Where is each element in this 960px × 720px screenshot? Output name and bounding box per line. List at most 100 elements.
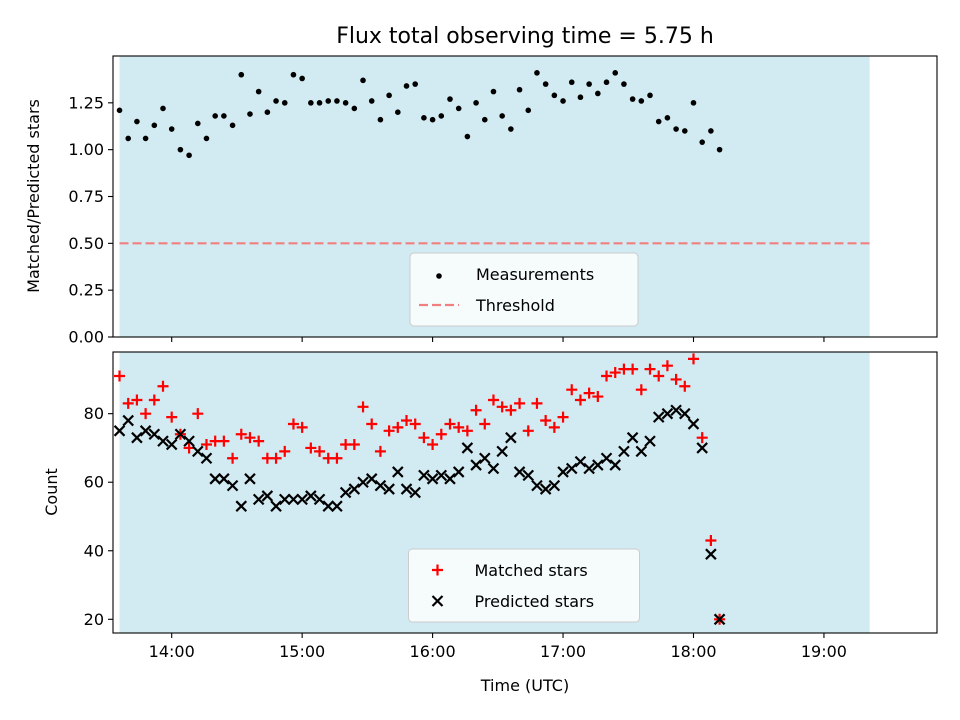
matched-star-point bbox=[148, 394, 160, 406]
predicted-star-point bbox=[426, 473, 439, 485]
predicted-star-point bbox=[496, 445, 508, 458]
measurement-point bbox=[290, 71, 297, 78]
predicted-star-point bbox=[313, 493, 326, 506]
measurement-point bbox=[125, 135, 132, 142]
predicted-star-point bbox=[226, 479, 239, 492]
matched-star-point bbox=[235, 428, 247, 440]
legend-entry-label: Predicted stars bbox=[475, 592, 595, 611]
measurement-point bbox=[212, 113, 218, 119]
measurement-point bbox=[473, 100, 479, 106]
predicted-star-point bbox=[235, 500, 248, 512]
predicted-star-point bbox=[557, 466, 569, 478]
measurement-point bbox=[308, 100, 314, 106]
matched-star-point bbox=[314, 445, 326, 457]
predicted-star-point bbox=[278, 493, 291, 506]
matched-star-point bbox=[461, 425, 473, 437]
measurement-point bbox=[464, 133, 471, 140]
measurement-point bbox=[395, 109, 401, 115]
measurement-point bbox=[499, 113, 505, 119]
measurement-point bbox=[612, 70, 619, 76]
matched-star-point bbox=[270, 452, 282, 464]
measurement-point bbox=[281, 100, 288, 106]
matched-star-point bbox=[409, 418, 421, 430]
top-y-tick-label: 0.50 bbox=[68, 234, 104, 253]
measurement-point bbox=[316, 100, 323, 106]
measurement-point bbox=[429, 116, 436, 123]
measurement-point bbox=[334, 98, 340, 104]
series-matched-stars bbox=[114, 353, 726, 625]
matched-star-point bbox=[522, 425, 534, 437]
matched-star-point bbox=[644, 363, 656, 375]
matched-star-point bbox=[566, 384, 578, 396]
matched-star-point bbox=[470, 404, 482, 416]
matched-star-point bbox=[627, 363, 639, 375]
measurement-point bbox=[116, 107, 123, 114]
measurement-point bbox=[203, 135, 210, 142]
predicted-star-point bbox=[244, 473, 256, 485]
top-y-tick-label: 0.75 bbox=[68, 187, 104, 206]
measurement-point bbox=[412, 81, 419, 87]
measurement-point bbox=[586, 81, 592, 87]
predicted-star-point bbox=[565, 462, 578, 475]
matched-star-point bbox=[305, 442, 317, 454]
predicted-star-point bbox=[252, 493, 265, 506]
x-tick-label: 16:00 bbox=[410, 642, 456, 661]
predicted-star-point bbox=[139, 425, 152, 437]
matched-star-point bbox=[696, 432, 708, 444]
measurement-point bbox=[177, 146, 184, 153]
predicted-star-point bbox=[487, 462, 500, 475]
x-tick-label: 14:00 bbox=[149, 642, 195, 661]
bottom-y-tick-label: 20 bbox=[84, 610, 104, 629]
measurement-point bbox=[151, 122, 158, 129]
top-y-tick-label: 1.00 bbox=[68, 140, 104, 159]
bottom-plot-frame bbox=[112, 351, 938, 634]
matched-star-point bbox=[679, 380, 691, 392]
matched-star-point bbox=[444, 418, 456, 430]
matched-star-point bbox=[496, 401, 508, 413]
measurement-point bbox=[534, 70, 540, 76]
measurement-point bbox=[603, 79, 610, 86]
bottom-y-axis-label: Count bbox=[42, 468, 61, 516]
matched-star-point bbox=[114, 370, 126, 382]
predicted-star-point bbox=[383, 483, 395, 495]
matched-star-point bbox=[183, 442, 195, 454]
matched-star-point bbox=[661, 360, 673, 372]
predicted-star-point bbox=[661, 407, 674, 420]
matched-star-point bbox=[531, 397, 543, 409]
matched-star-point bbox=[705, 534, 717, 546]
measurement-point bbox=[299, 75, 305, 82]
predicted-star-point bbox=[644, 435, 656, 447]
measurement-point bbox=[490, 88, 497, 95]
predicted-star-point bbox=[174, 428, 187, 441]
top-y-tick-label: 0.00 bbox=[68, 328, 104, 347]
measurement-point bbox=[351, 105, 358, 112]
matched-star-point bbox=[122, 397, 134, 409]
top-legend: Measurements Threshold bbox=[409, 252, 639, 327]
matched-star-point bbox=[392, 421, 404, 433]
measurement-point bbox=[481, 116, 488, 123]
predicted-star-point bbox=[183, 435, 195, 447]
measurement-point bbox=[655, 118, 662, 125]
legend-entry-label: Measurements bbox=[476, 265, 594, 284]
matched-star-point bbox=[635, 384, 647, 396]
measurement-point bbox=[621, 81, 627, 87]
matched-star-point bbox=[653, 370, 665, 382]
predicted-star-point bbox=[548, 479, 561, 492]
measurement-point bbox=[708, 128, 714, 134]
matched-star-point bbox=[548, 421, 560, 433]
x-tick-label: 19:00 bbox=[801, 642, 847, 661]
top-y-axis-label: Matched/Predicted stars bbox=[24, 99, 43, 293]
predicted-star-point bbox=[635, 445, 648, 458]
predicted-star-point bbox=[444, 473, 456, 485]
matched-star-point bbox=[453, 421, 465, 433]
matched-star-point bbox=[131, 394, 143, 406]
predicted-star-point bbox=[539, 483, 552, 495]
predicted-star-point bbox=[618, 445, 630, 458]
measurement-point bbox=[508, 126, 514, 132]
predicted-star-point bbox=[131, 431, 143, 444]
matched-star-point bbox=[609, 367, 621, 379]
matched-star-point bbox=[687, 353, 699, 365]
matched-star-point bbox=[540, 415, 552, 427]
measurement-point bbox=[255, 88, 262, 95]
predicted-star-point bbox=[435, 469, 448, 482]
